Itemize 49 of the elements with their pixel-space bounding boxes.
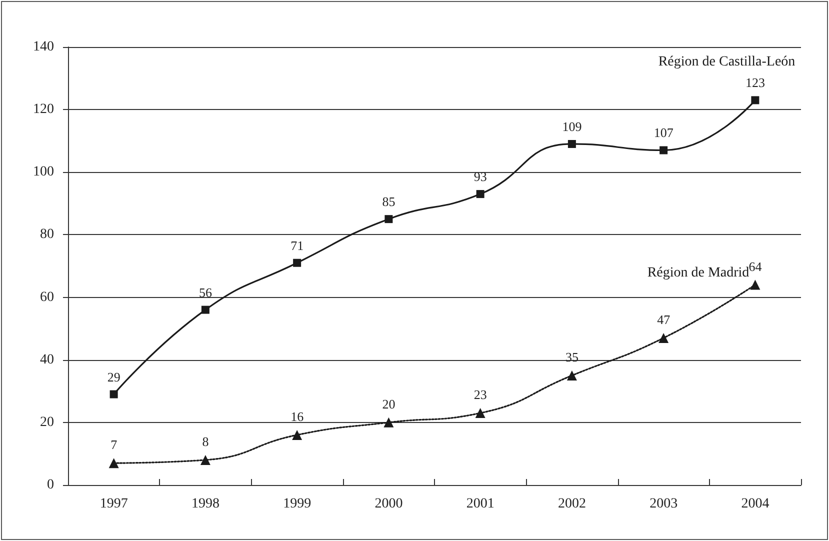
point [568, 140, 576, 148]
x-tick-label: 2003 [650, 496, 678, 512]
data-label: 71 [290, 238, 304, 253]
text: Région de Castilla-León [658, 54, 796, 70]
y-tick-label: 140 [33, 40, 54, 54]
y-tick-label: 120 [33, 102, 54, 118]
point [384, 215, 393, 224]
x-tick-label: 1998 [191, 496, 220, 512]
data-label: 123 [745, 75, 765, 90]
y-tick-label: 60 [40, 290, 54, 305]
point [566, 370, 577, 380]
x-tick-label: 1999 [283, 496, 312, 512]
point [293, 258, 302, 267]
series-label: Région de Madrid [647, 265, 750, 280]
point [660, 146, 668, 154]
x-tick-label: 2001 [466, 496, 494, 512]
data-label: 7 [110, 437, 118, 452]
data-label: 8 [202, 434, 209, 449]
x-tick-label: 2004 [741, 496, 770, 512]
data-label: 107 [654, 125, 674, 140]
point [751, 96, 760, 104]
point [108, 458, 119, 468]
y-tick-label: 40 [40, 352, 54, 368]
point [201, 306, 210, 314]
data-label: 47 [657, 312, 671, 327]
y-tick-label: 100 [33, 164, 54, 180]
x-tick-label: 2000 [374, 496, 403, 512]
data-label: 109 [562, 118, 582, 134]
data-label: 93 [474, 169, 487, 184]
point [292, 430, 302, 440]
y-tick-label: 0 [47, 478, 54, 492]
data-label: 56 [198, 284, 212, 300]
x-tick-label: 1997 [100, 496, 128, 512]
data-label: 20 [382, 396, 396, 412]
data-label: 85 [382, 194, 396, 210]
point [110, 390, 118, 398]
data-label: 16 [290, 408, 304, 424]
point [658, 332, 669, 343]
x-tick-label: 2002 [558, 496, 586, 512]
point [750, 280, 760, 290]
y-tick-label: 20 [40, 414, 54, 430]
point [200, 454, 210, 465]
data-label: 64 [748, 258, 762, 274]
point [384, 417, 394, 428]
point [475, 408, 486, 418]
y-tick-label: 80 [40, 227, 54, 242]
data-label: 23 [474, 387, 487, 402]
data-label: 29 [107, 369, 120, 384]
point [476, 190, 484, 198]
